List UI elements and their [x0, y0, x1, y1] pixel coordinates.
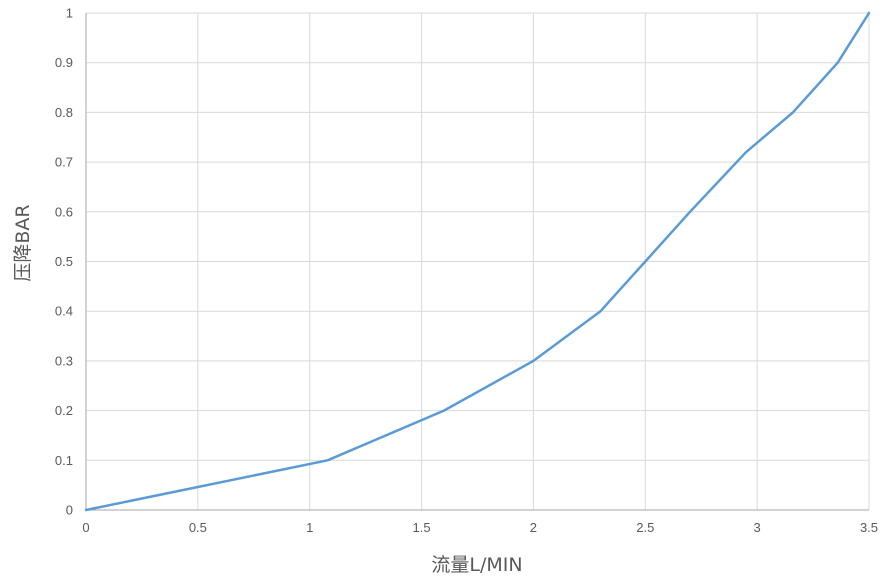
x-tick-label: 3	[754, 520, 761, 535]
x-tick-label: 2.5	[636, 520, 654, 535]
data-point	[868, 12, 870, 14]
y-tick-label: 0	[66, 503, 73, 518]
y-tick-label: 0.9	[55, 55, 73, 70]
x-tick-labels: 0 0.5 1 1.5 2 2.5 3 3.5	[82, 520, 878, 535]
data-point	[532, 360, 534, 362]
y-axis-title: 压降BAR	[12, 204, 34, 281]
data-point	[326, 459, 328, 461]
y-tick-label: 0.7	[55, 155, 73, 170]
data-point	[689, 211, 691, 213]
y-tick-label: 0.6	[55, 204, 73, 219]
data-point	[599, 310, 601, 312]
x-tick-label: 1.5	[413, 520, 431, 535]
data-point	[836, 62, 838, 64]
x-axis-title: 流量L/MIN	[431, 554, 522, 576]
data-point	[644, 260, 646, 262]
x-tick-label: 1	[306, 520, 313, 535]
y-tick-label: 0.3	[55, 353, 73, 368]
y-tick-label: 1	[66, 6, 73, 21]
y-tick-label: 0.4	[55, 304, 73, 319]
grid	[86, 12, 870, 510]
data-point	[85, 509, 87, 511]
x-tick-label: 2	[530, 520, 537, 535]
y-tick-label: 0.5	[55, 254, 73, 269]
axes	[85, 13, 869, 511]
data-point	[792, 111, 794, 113]
x-tick-label: 0	[82, 520, 89, 535]
y-tick-label: 0.8	[55, 105, 73, 120]
y-tick-label: 0.1	[55, 453, 73, 468]
data-point	[745, 151, 747, 153]
series-line	[84, 11, 871, 512]
x-tick-label: 0.5	[189, 520, 207, 535]
x-tick-label: 3.5	[860, 520, 878, 535]
y-tick-labels: 0 0.1 0.2 0.3 0.4 0.5 0.6 0.7 0.8 0.9 1	[55, 6, 73, 518]
y-tick-label: 0.2	[55, 403, 73, 418]
data-point	[443, 409, 445, 411]
series-group	[84, 11, 871, 512]
